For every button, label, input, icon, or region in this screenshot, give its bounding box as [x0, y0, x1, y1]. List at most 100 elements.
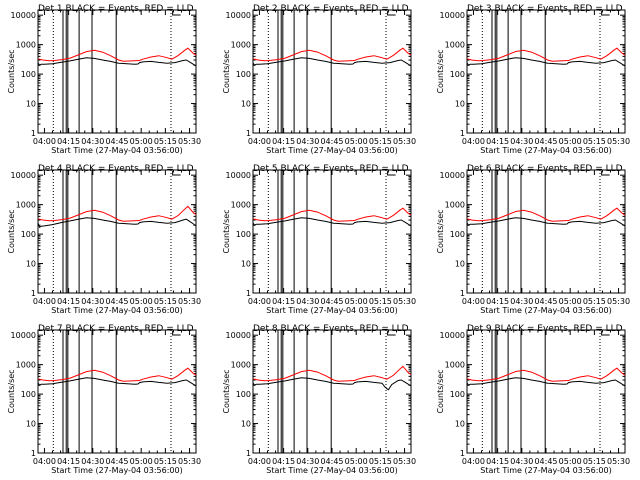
- x-tick-label: 04:00: [462, 137, 485, 146]
- x-tick-label: 04:15: [57, 297, 80, 306]
- x-tick-label: 04:30: [81, 457, 104, 466]
- x-tick-label: 04:30: [296, 297, 319, 306]
- x-axis-label: Start Time (27-May-04 03:56:00): [480, 306, 611, 315]
- y-tick-label: 10: [455, 260, 465, 269]
- y-tick-label: 1: [31, 129, 36, 138]
- x-tick-label: 04:45: [320, 297, 343, 306]
- x-tick-label: 04:45: [105, 297, 128, 306]
- plot-frame: [252, 329, 412, 454]
- series-line-lld: [252, 207, 412, 222]
- y-axis-label: Counts/sec: [7, 49, 16, 93]
- y-tick-label: 1: [246, 449, 251, 458]
- panel-det-1: 1 10 100 1000 10000 04:00 04:15 04:30 04:45 05:00…: [7, 4, 201, 155]
- x-tick-label: 05:00: [130, 457, 153, 466]
- panel-det-3: 1 10 100 1000 10000 04:00 04:15 04:30 04:45 05:00…: [436, 4, 630, 155]
- x-tick-label: 04:15: [486, 137, 509, 146]
- y-tick-label: 10000: [226, 171, 251, 180]
- y-tick-label: 100: [450, 390, 465, 399]
- series-line-events: [466, 377, 626, 387]
- y-tick-label: 10: [26, 100, 36, 109]
- x-tick-label: 05:30: [178, 137, 201, 146]
- x-axis-label: Start Time (27-May-04 03:56:00): [51, 306, 182, 315]
- y-tick-label: 1: [460, 449, 465, 458]
- series-line-lld: [37, 47, 197, 62]
- x-tick-label: 05:15: [583, 457, 606, 466]
- top-bracket-mark: [172, 171, 181, 176]
- series-line-lld: [37, 205, 197, 222]
- y-tick-label: 100: [236, 230, 251, 239]
- panel-title: Det 9 BLACK = Events, RED = LLD: [467, 324, 623, 334]
- series-line-lld: [252, 47, 412, 62]
- panel-title: Det 7 BLACK = Events, RED = LLD: [38, 324, 194, 334]
- plot-frame: [37, 329, 197, 454]
- x-tick-label: 04:30: [81, 297, 104, 306]
- x-tick-label: 04:45: [534, 457, 557, 466]
- y-axis-label: Counts/sec: [222, 209, 231, 253]
- y-tick-label: 1: [31, 289, 36, 298]
- x-tick-label: 05:15: [583, 297, 606, 306]
- y-tick-label: 10000: [440, 171, 465, 180]
- plot-frame: [37, 9, 197, 134]
- x-tick-label: 05:00: [559, 457, 582, 466]
- x-tick-label: 05:30: [178, 297, 201, 306]
- x-tick-label: 05:00: [345, 297, 368, 306]
- y-tick-label: 10000: [226, 11, 251, 20]
- plot-frame: [466, 329, 626, 454]
- x-tick-label: 04:30: [296, 137, 319, 146]
- top-bracket-mark: [172, 11, 181, 16]
- plot-frame: [466, 9, 626, 134]
- x-tick-label: 05:30: [607, 297, 630, 306]
- series-line-events: [252, 217, 412, 227]
- plot-frame: [252, 9, 412, 134]
- series-line-events: [466, 217, 626, 227]
- x-tick-label: 05:15: [369, 457, 392, 466]
- y-tick-label: 10000: [11, 11, 36, 20]
- y-tick-label: 100: [21, 70, 36, 79]
- y-axis-label: Counts/sec: [7, 369, 16, 413]
- y-tick-label: 100: [236, 390, 251, 399]
- top-bracket-mark: [601, 171, 610, 176]
- series-line-events: [252, 377, 412, 391]
- series-line-lld: [466, 207, 626, 222]
- x-tick-label: 04:45: [105, 137, 128, 146]
- x-tick-label: 04:00: [33, 457, 56, 466]
- y-tick-label: 10000: [226, 331, 251, 340]
- x-tick-label: 04:15: [272, 457, 295, 466]
- y-tick-label: 1000: [231, 41, 251, 50]
- y-tick-label: 10000: [11, 331, 36, 340]
- x-tick-label: 04:00: [248, 457, 271, 466]
- y-tick-label: 1000: [445, 201, 465, 210]
- x-tick-label: 04:30: [81, 137, 104, 146]
- y-axis-label: Counts/sec: [436, 209, 445, 253]
- x-tick-label: 04:15: [57, 137, 80, 146]
- x-tick-label: 04:30: [510, 297, 533, 306]
- y-tick-label: 10000: [11, 171, 36, 180]
- x-tick-label: 04:00: [248, 137, 271, 146]
- series-line-events: [252, 57, 412, 67]
- panel-det-4: 1 10 100 1000 10000 04:00 04:15 04:30 04:45 05:00…: [7, 164, 201, 315]
- x-tick-label: 05:15: [154, 457, 177, 466]
- y-tick-label: 1000: [16, 201, 36, 210]
- y-tick-label: 100: [21, 230, 36, 239]
- y-tick-label: 10: [455, 100, 465, 109]
- x-axis-label: Start Time (27-May-04 03:56:00): [266, 306, 397, 315]
- series-line-lld: [252, 365, 412, 382]
- series-line-lld: [37, 367, 197, 382]
- y-tick-label: 1: [246, 129, 251, 138]
- series-line-events: [37, 377, 197, 387]
- panel-title: Det 5 BLACK = Events, RED = LLD: [253, 164, 409, 174]
- x-tick-label: 05:15: [154, 297, 177, 306]
- y-tick-label: 10: [26, 260, 36, 269]
- y-tick-label: 100: [236, 70, 251, 79]
- panel-title: Det 3 BLACK = Events, RED = LLD: [467, 4, 623, 14]
- x-tick-label: 04:15: [486, 297, 509, 306]
- y-tick-label: 10000: [440, 331, 465, 340]
- series-line-events: [37, 217, 197, 229]
- y-tick-label: 1000: [16, 361, 36, 370]
- panel-title: Det 6 BLACK = Events, RED = LLD: [467, 164, 623, 174]
- x-tick-label: 05:00: [345, 457, 368, 466]
- y-tick-label: 10000: [440, 11, 465, 20]
- x-tick-label: 04:30: [296, 457, 319, 466]
- top-bracket-mark: [387, 171, 396, 176]
